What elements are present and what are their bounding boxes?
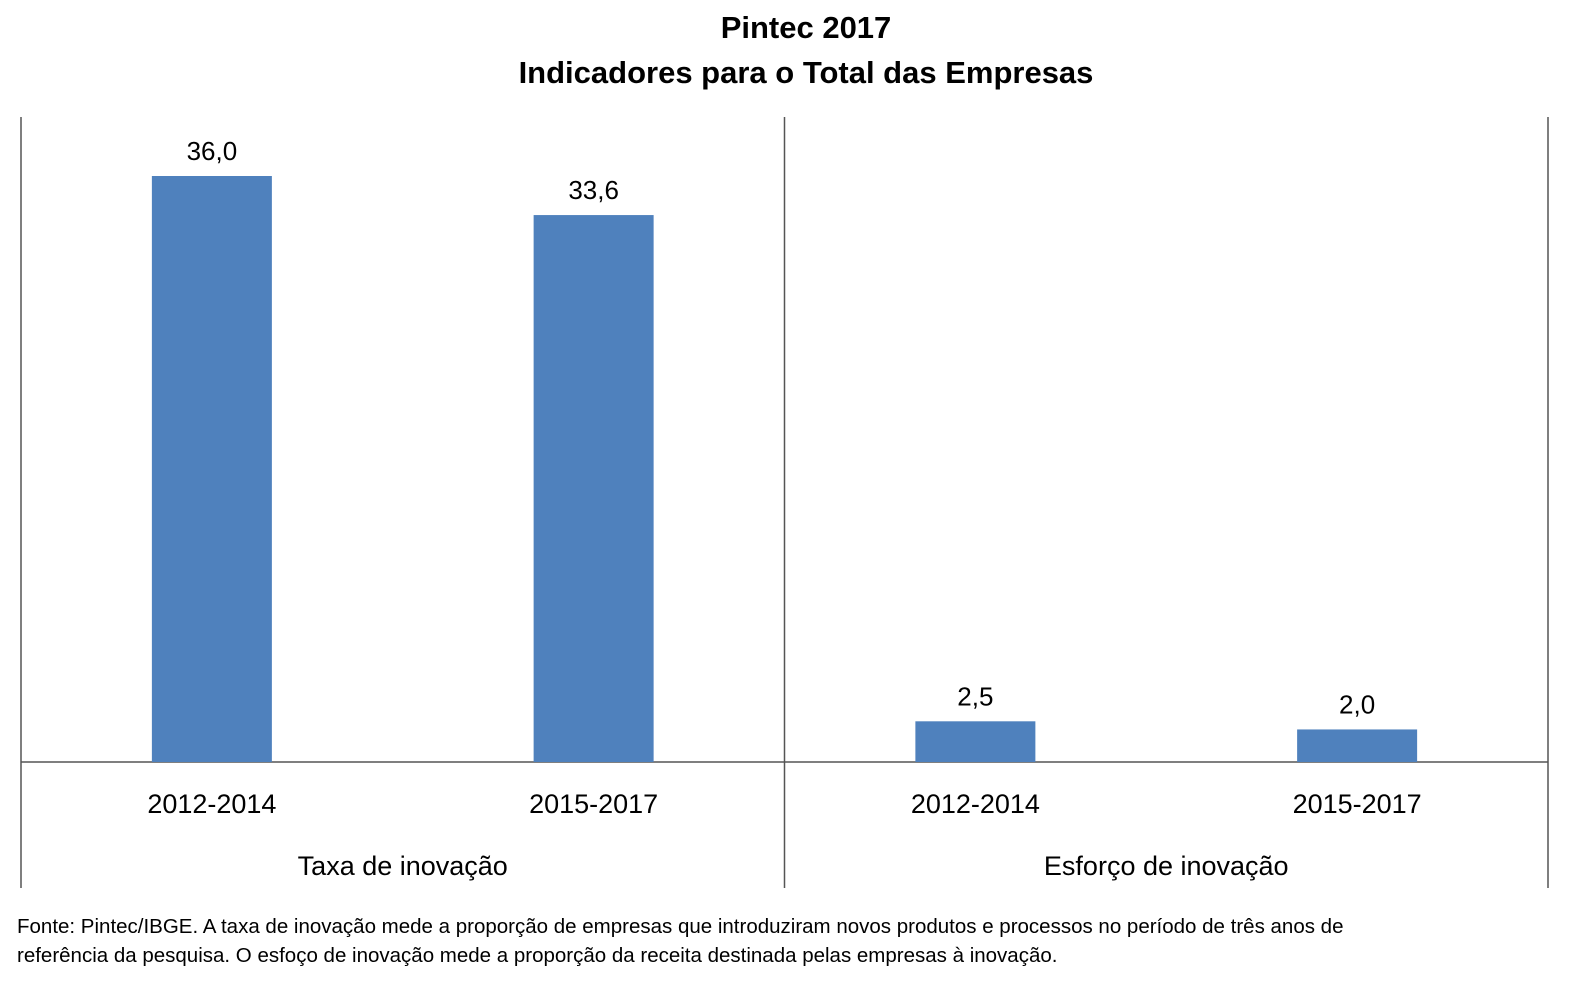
bar — [915, 721, 1036, 762]
bar — [1297, 729, 1418, 762]
bar — [533, 215, 654, 763]
group-labels: Taxa de inovação Esforço de inovação — [298, 851, 1289, 881]
x-tick-label: 2015-2017 — [1293, 789, 1422, 819]
group-label: Taxa de inovação — [298, 851, 508, 881]
bar — [151, 176, 272, 762]
data-label: 33,6 — [568, 175, 619, 205]
bar-series — [151, 176, 1418, 763]
x-tick-label: 2012-2014 — [147, 789, 276, 819]
data-label: 2,5 — [957, 681, 993, 711]
footnote-line-1: Fonte: Pintec/IBGE. A taxa de inovação m… — [17, 915, 1344, 938]
chart-title: Pintec 2017 — [721, 10, 892, 45]
x-tick-label: 2012-2014 — [911, 789, 1040, 819]
category-tick-labels: 2012-2014 2015-2017 2012-2014 2015-2017 — [147, 789, 1421, 819]
footnote-line-2: referência da pesquisa. O esfoço de inov… — [17, 944, 1058, 967]
chart-subtitle: Indicadores para o Total das Empresas — [519, 55, 1094, 90]
footnote: Fonte: Pintec/IBGE. A taxa de inovação m… — [17, 912, 1562, 970]
chart-frame — [20, 117, 1549, 888]
group-label: Esforço de inovação — [1044, 851, 1289, 881]
data-label: 36,0 — [187, 136, 238, 166]
data-labels: 36,0 33,6 2,5 2,0 — [187, 136, 1376, 719]
data-label: 2,0 — [1339, 689, 1375, 719]
x-tick-label: 2015-2017 — [529, 789, 658, 819]
